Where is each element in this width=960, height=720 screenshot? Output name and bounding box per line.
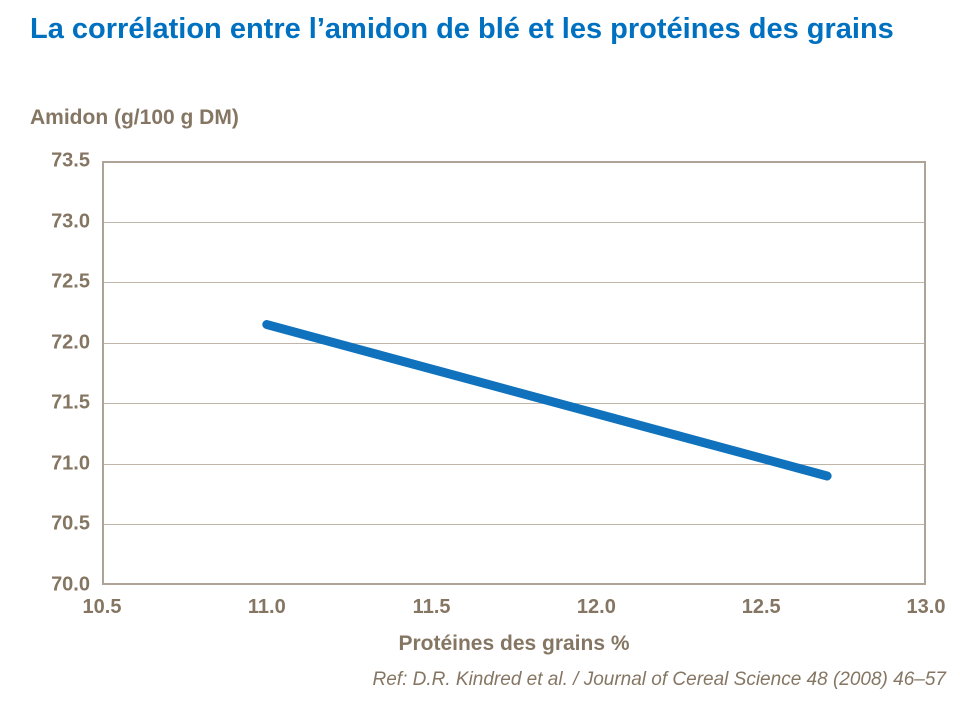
- h-gridline: [104, 282, 924, 284]
- h-gridline: [104, 403, 924, 405]
- x-tick-label: 12.0: [576, 596, 616, 618]
- x-tick-label: 12.5: [741, 596, 781, 618]
- y-tick-label: 71.5: [51, 391, 90, 414]
- x-tick-label: 11.0: [247, 596, 286, 618]
- x-tick-label: 13.0: [906, 596, 946, 618]
- y-tick-label: 73.0: [51, 210, 90, 233]
- h-gridline: [104, 524, 924, 526]
- x-axis-title: Protéines des grains %: [398, 632, 630, 655]
- y-tick-label: 70.0: [51, 573, 90, 596]
- y-tick-label: 73.5: [51, 149, 90, 172]
- x-tick-label: 11.5: [412, 596, 451, 618]
- reference-citation: Ref: D.R. Kindred et al. / Journal of Ce…: [372, 669, 947, 690]
- plot-area: [102, 161, 926, 585]
- h-gridline: [104, 221, 924, 223]
- y-tick-label: 70.5: [51, 512, 90, 535]
- y-tick-label: 71.0: [51, 452, 90, 475]
- y-tick-label: 72.0: [51, 331, 90, 354]
- slide-title: La corrélation entre l’amidon de blé et …: [30, 13, 894, 45]
- x-tick-label: 10.5: [82, 596, 122, 618]
- y-tick-label: 72.5: [51, 270, 90, 293]
- h-gridline: [104, 463, 924, 465]
- h-gridline: [104, 342, 924, 344]
- y-axis-title: Amidon (g/100 g DM): [30, 106, 239, 129]
